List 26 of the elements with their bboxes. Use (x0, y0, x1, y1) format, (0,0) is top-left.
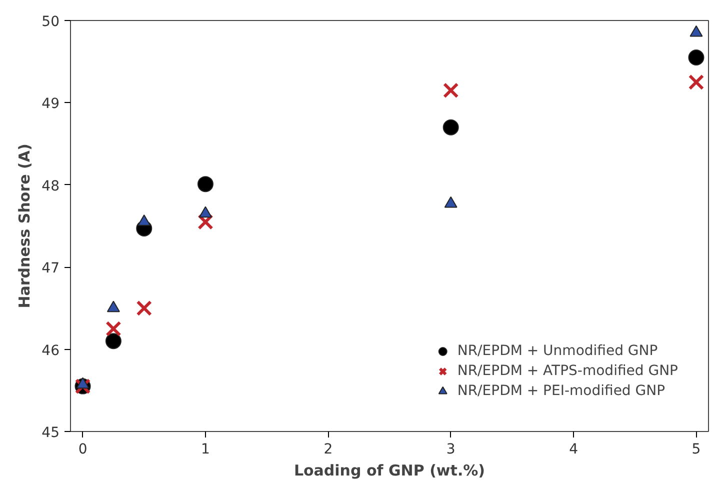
point (442, 82, 459, 98)
point (688, 50, 704, 66)
legend-label: NR/EPDM + Unmodified GNP (457, 343, 658, 359)
point (105, 333, 122, 350)
legend-label: NR/EPDM + ATPS-modified GNP (457, 363, 678, 379)
x-tick-label: 0 (78, 442, 88, 458)
y-tick-label: 46 (42, 342, 60, 359)
y-tick-label: 50 (42, 14, 60, 30)
legend-label: NR/EPDM + PEI-modified GNP (457, 383, 666, 399)
x-tick-label: 5 (692, 442, 701, 458)
x-tick-label: 3 (446, 442, 456, 458)
point (136, 300, 152, 316)
x-tick-label: 4 (569, 442, 578, 458)
point (106, 320, 122, 337)
point (442, 119, 459, 136)
y-axis-title: Hardness Shore (A) (16, 144, 34, 308)
x-tick-label: 2 (324, 442, 333, 458)
point (688, 74, 704, 90)
point (198, 214, 214, 230)
x-tick-label: 1 (201, 442, 210, 458)
y-tick-label: 49 (42, 96, 60, 112)
y-tick-label: 48 (42, 178, 60, 194)
point (197, 176, 214, 192)
x-axis-title: Loading of GNP (wt.%) (294, 462, 486, 480)
y-tick-label: 47 (42, 260, 60, 277)
y-tick-label: 45 (42, 425, 60, 441)
